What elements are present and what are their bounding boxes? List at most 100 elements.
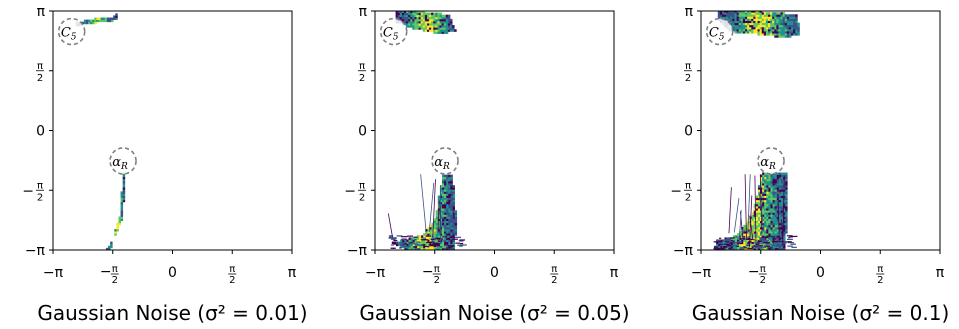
- density-cell: [416, 18, 420, 22]
- density-streak: [744, 247, 747, 249]
- density-cell: [452, 241, 455, 245]
- density-cell: [448, 233, 451, 236]
- svg-text:2: 2: [434, 275, 440, 286]
- density-cell: [770, 26, 773, 30]
- annotation-label: C5: [383, 26, 399, 43]
- density-cell: [768, 18, 771, 21]
- density-cell: [94, 17, 97, 21]
- density-cell: [721, 11, 725, 13]
- density-cell: [765, 28, 769, 32]
- density-cell: [437, 224, 441, 228]
- density-cell: [114, 233, 117, 236]
- density-cell: [740, 20, 744, 24]
- density-cell: [450, 178, 453, 182]
- density-cell: [111, 19, 114, 23]
- density-cell: [791, 24, 794, 28]
- density-cell: [412, 16, 415, 20]
- density-cell: [424, 18, 428, 22]
- density-cell: [783, 206, 786, 209]
- density-cell: [764, 222, 767, 226]
- density-cell: [420, 25, 424, 28]
- density-cell: [444, 174, 447, 178]
- density-streak: [790, 243, 796, 245]
- density-cell: [788, 14, 792, 17]
- density-cell: [753, 31, 756, 34]
- density-cell: [452, 245, 455, 249]
- density-cell: [760, 226, 763, 230]
- density-cell: [732, 243, 736, 247]
- density-cell: [770, 28, 773, 32]
- density-cell: [110, 245, 113, 249]
- density-cell: [743, 229, 746, 232]
- density-cell: [762, 216, 765, 219]
- density-streak: [787, 241, 792, 243]
- density-cell: [764, 174, 767, 178]
- density-streak: [761, 236, 769, 238]
- density-cell: [442, 176, 445, 180]
- density-cell: [450, 180, 453, 184]
- density-cell: [785, 199, 788, 203]
- density-cell: [793, 22, 796, 26]
- density-cell: [448, 226, 451, 230]
- density-cell: [410, 239, 414, 242]
- density-cell: [437, 229, 441, 232]
- density-streak: [783, 242, 787, 244]
- density-cell: [122, 174, 126, 178]
- density-cell: [757, 201, 761, 205]
- density-cell: [439, 29, 443, 32]
- density-cell: [784, 16, 788, 19]
- density-cell: [442, 180, 445, 184]
- density-cell: [755, 24, 758, 28]
- density-cell: [774, 245, 778, 249]
- density-cell: [774, 241, 778, 245]
- density-cell: [437, 14, 440, 18]
- density-cell: [778, 245, 782, 249]
- density-cell: [772, 22, 775, 26]
- density-streak: [791, 246, 797, 248]
- density-cell: [448, 206, 451, 209]
- density-cell: [446, 178, 449, 182]
- density-cell: [768, 229, 771, 232]
- density-cell: [774, 174, 778, 178]
- density-cell: [751, 20, 754, 24]
- density-cell: [442, 199, 445, 203]
- density-cell: [120, 201, 124, 205]
- density-streak: [765, 243, 772, 245]
- density-cell: [774, 197, 778, 201]
- density-cell: [414, 14, 417, 18]
- density-cell: [422, 23, 426, 26]
- density-cell: [759, 20, 763, 24]
- y-tick-label: −π: [347, 243, 368, 259]
- density-cell: [780, 199, 784, 203]
- density-cell: [780, 20, 784, 24]
- density-cell: [429, 226, 432, 230]
- density-cell: [442, 235, 445, 238]
- svg-text:2: 2: [551, 275, 557, 286]
- density-cell: [410, 18, 413, 22]
- density-cell: [730, 243, 734, 247]
- density-cell: [420, 11, 424, 13]
- density-cell: [446, 201, 449, 205]
- density-cell: [770, 16, 773, 19]
- density-cell: [770, 212, 773, 215]
- density-cell: [764, 226, 767, 230]
- svg-text:−π: −π: [365, 265, 386, 281]
- density-cell: [450, 235, 453, 238]
- density-streak: [447, 245, 454, 247]
- density-cell: [736, 14, 740, 17]
- density-cell: [435, 214, 439, 217]
- density-streak: [772, 241, 779, 243]
- density-cell: [420, 20, 424, 24]
- density-cell: [751, 212, 755, 215]
- density-cell: [788, 24, 792, 28]
- density-cell: [772, 176, 776, 180]
- density-cell: [793, 18, 796, 21]
- density-cell: [726, 12, 729, 15]
- density-cell: [439, 210, 443, 213]
- density-cell: [747, 26, 750, 30]
- density-cell: [435, 23, 438, 26]
- density-cell: [395, 241, 399, 245]
- density-streak: [766, 235, 771, 237]
- density-cell: [404, 239, 407, 242]
